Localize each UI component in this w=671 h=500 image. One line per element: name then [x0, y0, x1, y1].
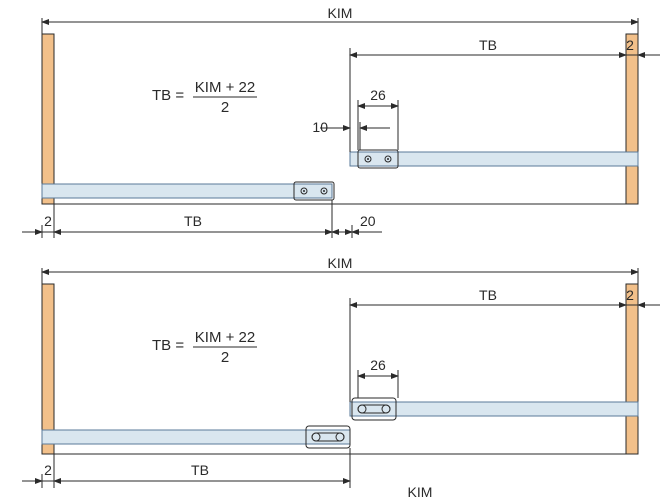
dim-label-2b3: 2 — [44, 462, 52, 478]
panel-bottom: KIM TB 2 26 2 TB KIM TB = KIM + 22 2 — [22, 255, 660, 500]
rail-left-b — [42, 430, 350, 444]
formula-top: TB = KIM + 22 2 — [152, 79, 257, 116]
dim-label-2b2: 2 — [626, 287, 634, 303]
dim-label-tb-b2: TB — [479, 287, 497, 303]
dim-label-kim-cut: KIM — [408, 484, 433, 500]
formula-den: 2 — [221, 99, 229, 116]
formula-bottom: TB = KIM + 22 2 — [152, 329, 257, 366]
rail-right-b — [350, 402, 638, 416]
dim-label-kim-b: KIM — [328, 255, 353, 271]
wall-right-b — [626, 284, 638, 454]
dim-label-tb-b3: TB — [191, 462, 209, 478]
dim-label-10: 10 — [312, 119, 328, 135]
formula-den-b: 2 — [221, 349, 229, 366]
rail-left — [42, 184, 332, 198]
formula-lhs-b: TB = — [152, 337, 184, 354]
formula-num: KIM + 22 — [195, 79, 255, 96]
dim-label-26: 26 — [370, 87, 386, 103]
technical-drawing: KIM TB 2 26 10 2 TB 20 TB = KIM + 22 2 — [0, 0, 671, 500]
panel-top: KIM TB 2 26 10 2 TB 20 TB = KIM + 22 2 — [22, 5, 660, 238]
dim-label-2: 2 — [626, 37, 634, 53]
dim-label-tb: TB — [479, 37, 497, 53]
dim-label-26b: 26 — [370, 357, 386, 373]
dim-label-20: 20 — [360, 213, 376, 229]
formula-num-b: KIM + 22 — [195, 329, 255, 346]
wall-left — [42, 34, 54, 204]
dim-label-tb-b: TB — [184, 213, 202, 229]
drawing-container: KIM TB 2 26 10 2 TB 20 TB = KIM + 22 2 — [0, 0, 671, 500]
wall-right — [626, 34, 638, 204]
rail-right — [350, 152, 638, 166]
dim-label-2b: 2 — [44, 213, 52, 229]
dim-label-kim: KIM — [328, 5, 353, 21]
wall-left-b — [42, 284, 54, 454]
formula-lhs: TB = — [152, 87, 184, 104]
